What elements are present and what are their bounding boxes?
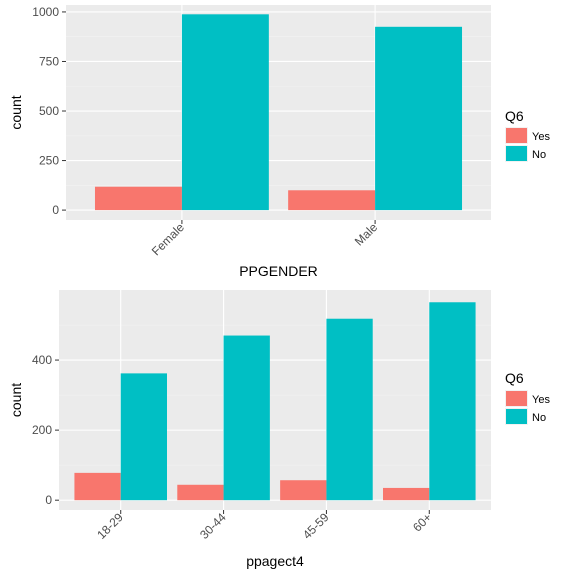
legend-title: Q6: [505, 108, 524, 124]
legend-label-no: No: [532, 412, 546, 424]
legend-key-yes: [506, 128, 527, 143]
legend: Q6 Yes No: [505, 370, 550, 425]
y-tick-label: 0: [52, 203, 59, 217]
bar-no-30-44: [223, 335, 270, 501]
x-tick-label: 60+: [410, 510, 434, 534]
bar-no-45-59: [326, 318, 373, 501]
y-tick-label: 1000: [32, 5, 59, 19]
legend-title: Q6: [505, 370, 524, 386]
bar-yes-60+: [383, 487, 430, 501]
legend-key-no: [506, 409, 527, 424]
bar-yes-female: [94, 186, 182, 211]
x-tick-label: 18-29: [94, 510, 126, 542]
legend: Q6 Yes No: [505, 108, 550, 162]
x-tick-label: 45-59: [300, 510, 332, 542]
bar-no-male: [375, 26, 463, 211]
x-axis-title: PPGENDER: [239, 263, 318, 279]
x-tick-label: 30-44: [197, 510, 229, 542]
y-tick-label: 750: [39, 54, 59, 68]
y-tick-label: 400: [32, 353, 52, 367]
bar-no-60+: [429, 302, 476, 501]
chart-panel-1: 0 250 500 750 1000 Female Male PPGENDER count Q6 Y…: [8, 5, 550, 279]
legend-key-no: [506, 146, 527, 161]
x-tick-label: Female: [149, 220, 187, 258]
bar-yes-male: [288, 190, 376, 211]
y-axis-title: count: [8, 95, 24, 129]
y-axis-title: count: [8, 383, 24, 417]
bar-no-female: [181, 14, 269, 211]
bar-yes-30-44: [177, 484, 224, 501]
y-tick-label: 0: [45, 493, 52, 507]
y-tick-label: 250: [39, 154, 59, 168]
y-tick-label: 200: [32, 423, 52, 437]
bar-no-18-29: [120, 373, 167, 501]
legend-key-yes: [506, 391, 527, 406]
legend-label-yes: Yes: [532, 131, 550, 143]
bar-yes-18-29: [74, 472, 121, 501]
bar-yes-45-59: [280, 480, 327, 501]
x-axis-title: ppagect4: [246, 553, 304, 569]
x-tick-label: Male: [352, 220, 381, 249]
chart-panel-2: 0 200 400 18-29 30-44 45-59 60+ ppagect4 count Q6…: [8, 290, 550, 569]
legend-label-yes: Yes: [532, 394, 550, 406]
legend-label-no: No: [532, 149, 546, 161]
y-tick-label: 500: [39, 104, 59, 118]
